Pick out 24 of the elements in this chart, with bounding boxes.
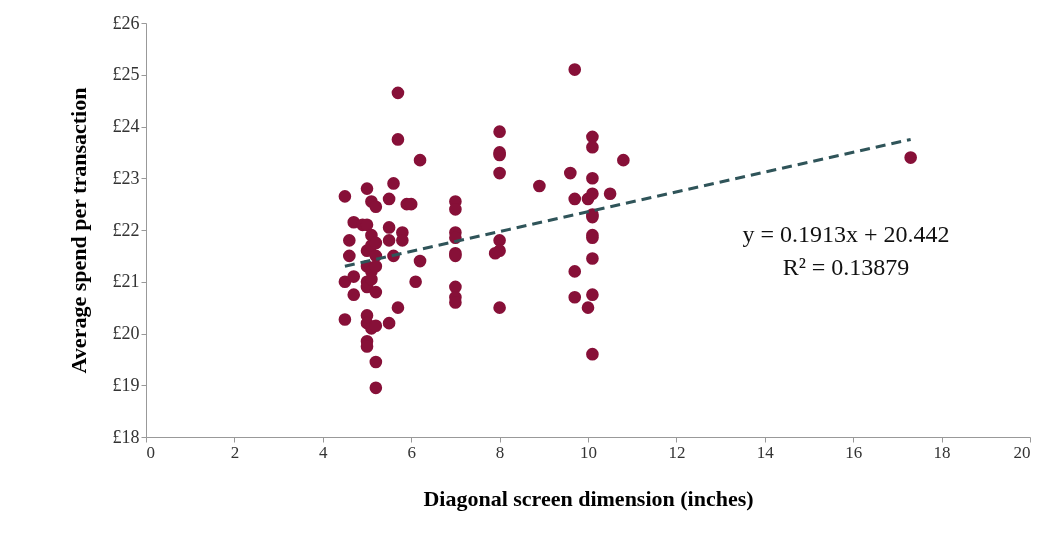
- annotation: R² = 0.13879: [782, 254, 910, 280]
- y-tick-label: £20: [112, 323, 140, 343]
- y-tick-label: £19: [112, 374, 140, 395]
- x-tick-label: 4: [319, 442, 329, 462]
- y-tick-label: £25: [112, 64, 140, 85]
- x-tick-label: 18: [933, 442, 951, 462]
- x-tick-label: 0: [146, 442, 155, 462]
- x-tick-label: 6: [407, 442, 416, 462]
- y-tick-label: £23: [112, 167, 140, 188]
- x-tick-label: 12: [668, 442, 686, 462]
- x-tick-label: 16: [845, 442, 863, 462]
- x-tick-label: 14: [756, 442, 775, 462]
- y-tick-label: £26: [112, 12, 140, 33]
- x-tick-label: 2: [230, 442, 240, 462]
- x-tick-label: 8: [495, 442, 505, 462]
- y-axis-title: Average spend per transaction: [65, 87, 91, 374]
- y-tick-label: £24: [112, 116, 140, 136]
- x-tick-label: 20: [1013, 442, 1031, 462]
- x-axis-title: Diagonal screen dimension (inches): [423, 485, 754, 511]
- annotation: y = 0.1913x + 20.442: [742, 221, 950, 247]
- x-tick-label: 10: [580, 442, 597, 462]
- y-tick-label: £18: [112, 426, 140, 447]
- y-tick-label: £22: [112, 219, 140, 240]
- y-tick-label: £21: [112, 271, 140, 292]
